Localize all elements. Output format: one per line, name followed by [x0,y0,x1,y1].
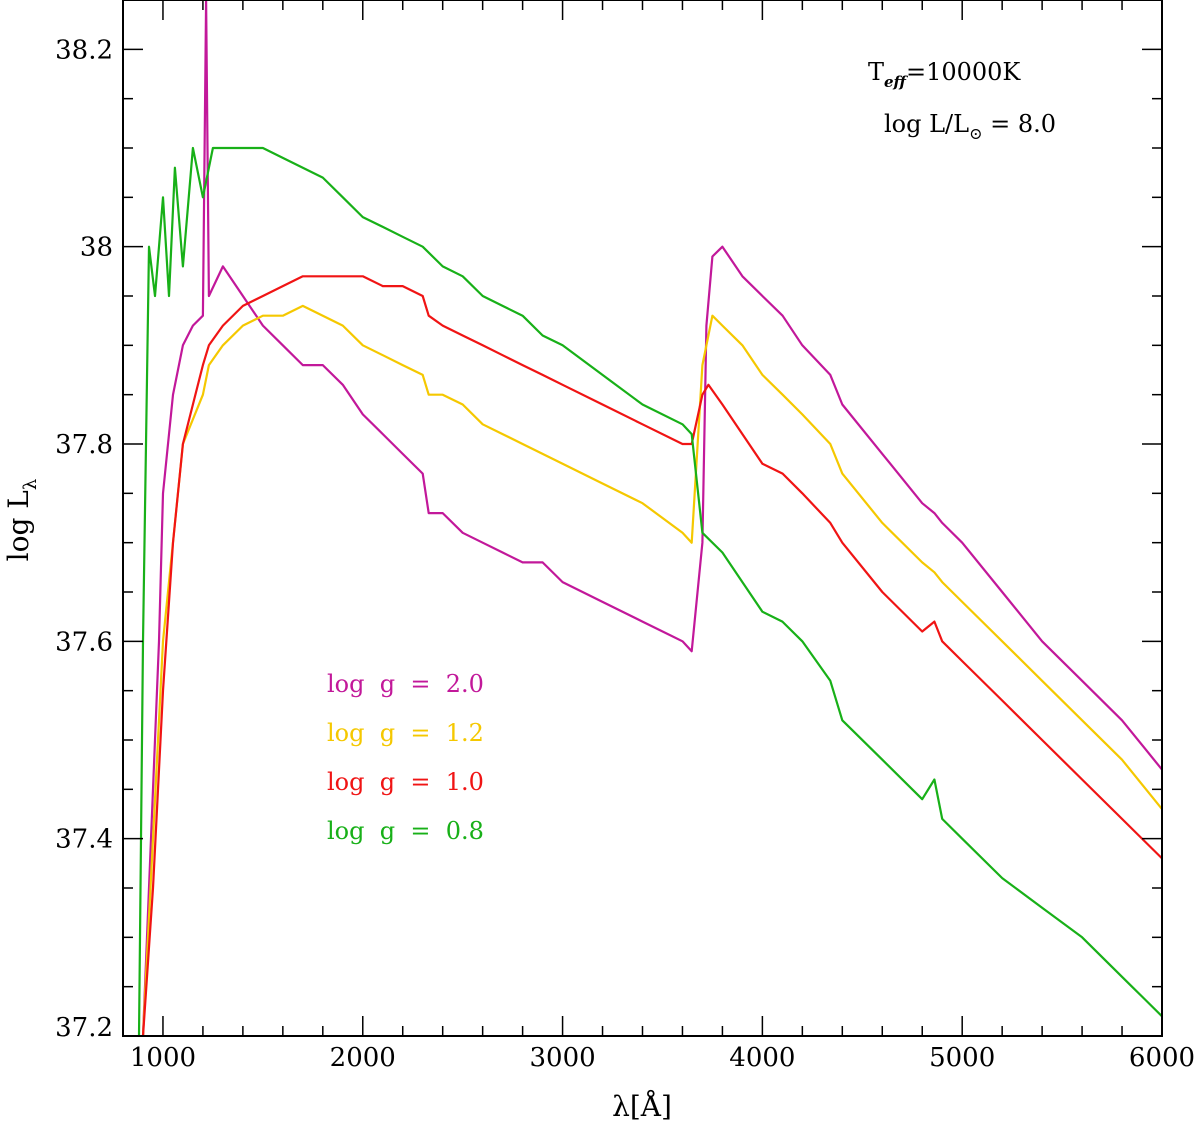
legend-entry-1: log g = 1.2 [327,719,484,747]
legend-entry-0: log g = 2.0 [327,670,484,698]
teff-main: T [868,58,884,86]
lum-main: log L/L [884,110,969,138]
y-tick-label: 37.2 [55,1013,113,1043]
teff-sub: eff [884,73,909,91]
y-tick-label: 37.6 [55,627,113,657]
y-axis-title: log Lλ [2,479,41,562]
series-line-1 [141,304,1162,1036]
legend: log g = 2.0 log g = 1.2 log g = 1.0 log g =… [327,670,484,845]
series-layer [137,0,1162,1036]
x-tick-label: 4000 [729,1043,795,1073]
y-axis-title-main: log L [2,490,35,561]
luminosity-annotation: log L/L⊙ = 8.0 [884,110,1056,143]
lum-value: = 8.0 [982,110,1056,138]
y-tick-label: 37.8 [55,430,113,460]
x-tick-label: 5000 [929,1043,995,1073]
plot-background [123,0,1162,1036]
x-tick-label: 2000 [330,1043,396,1073]
y-tick-label: 38 [80,233,113,263]
series-line-2 [141,275,1162,1036]
legend-entry-2: log g = 1.0 [327,768,484,796]
teff-value: =10000K [906,58,1021,86]
x-tick-label: 3000 [529,1043,595,1073]
y-tick-label: 38.2 [55,35,113,65]
y-axis-title-sub: λ [20,479,41,490]
y-tick-label: 37.4 [55,825,113,855]
plot-frame [122,0,1163,1037]
teff-annotation: Teff=10000K [868,58,1021,91]
x-tick-label: 6000 [1129,1043,1195,1073]
series-line-3 [137,146,1162,1036]
lum-sub: ⊙ [969,124,982,143]
legend-entry-3: log g = 0.8 [327,817,484,845]
x-tick-label: 1000 [130,1043,196,1073]
x-axis-title: λ[Å] [612,1090,672,1123]
series-line-0 [141,0,1162,1036]
